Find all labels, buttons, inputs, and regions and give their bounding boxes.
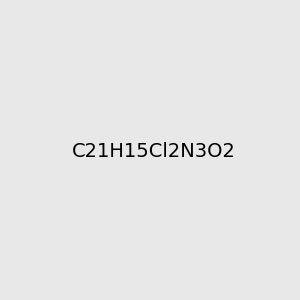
Text: C21H15Cl2N3O2: C21H15Cl2N3O2: [72, 142, 236, 161]
